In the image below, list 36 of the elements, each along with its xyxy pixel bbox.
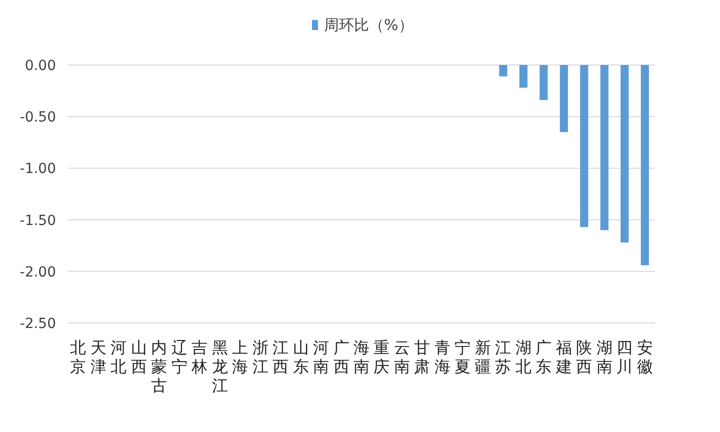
x-tick-label: 江西 [272, 338, 289, 376]
x-tick-label: 河南 [313, 338, 330, 376]
y-tick-label: -2.00 [20, 264, 56, 280]
x-tick-label: 北京 [70, 338, 86, 376]
y-tick-label: -1.50 [20, 212, 56, 229]
x-tick-label: 新疆 [474, 338, 491, 376]
x-tick-label: 浙江 [252, 338, 268, 376]
x-tick-label: 江苏 [495, 338, 512, 376]
x-tick-label: 湖北 [515, 338, 532, 376]
x-tick-label: 青海 [434, 338, 450, 376]
x-tick-label: 黑龙江 [212, 338, 228, 395]
y-tick-label: 0.00 [24, 58, 56, 74]
x-tick-label: 辽宁 [171, 338, 188, 376]
x-tick-label: 广东 [536, 338, 552, 376]
x-tick-label: 河北 [110, 338, 127, 376]
x-tick-label: 湖南 [596, 338, 612, 376]
x-tick-label: 吉林 [190, 338, 208, 376]
x-tick-label: 云南 [394, 338, 410, 376]
x-tick-label: 四川 [616, 338, 633, 376]
x-tick-label: 甘肃 [414, 338, 430, 376]
x-tick-label: 安徽 [636, 338, 653, 376]
x-tick-label: 陕西 [576, 338, 592, 376]
y-tick-label: -1.00 [20, 161, 56, 178]
x-tick-label: 广西 [333, 338, 350, 376]
y-tick-label: -2.50 [20, 316, 56, 332]
x-tick-label: 重庆 [374, 338, 390, 376]
x-tick-label: 福建 [554, 338, 572, 376]
x-tick-label: 天津 [90, 338, 106, 376]
x-tick-label: 上海 [232, 338, 248, 376]
x-tick-label: 海南 [354, 338, 370, 376]
legend-label: 周环比（%） [324, 16, 414, 34]
y-tick-label: -0.50 [20, 110, 56, 126]
x-tick-label: 内蒙古 [151, 338, 168, 395]
x-tick-label: 山东 [292, 338, 309, 376]
x-tick-label: 宁夏 [454, 338, 471, 376]
x-tick-label: 山西 [130, 338, 147, 376]
